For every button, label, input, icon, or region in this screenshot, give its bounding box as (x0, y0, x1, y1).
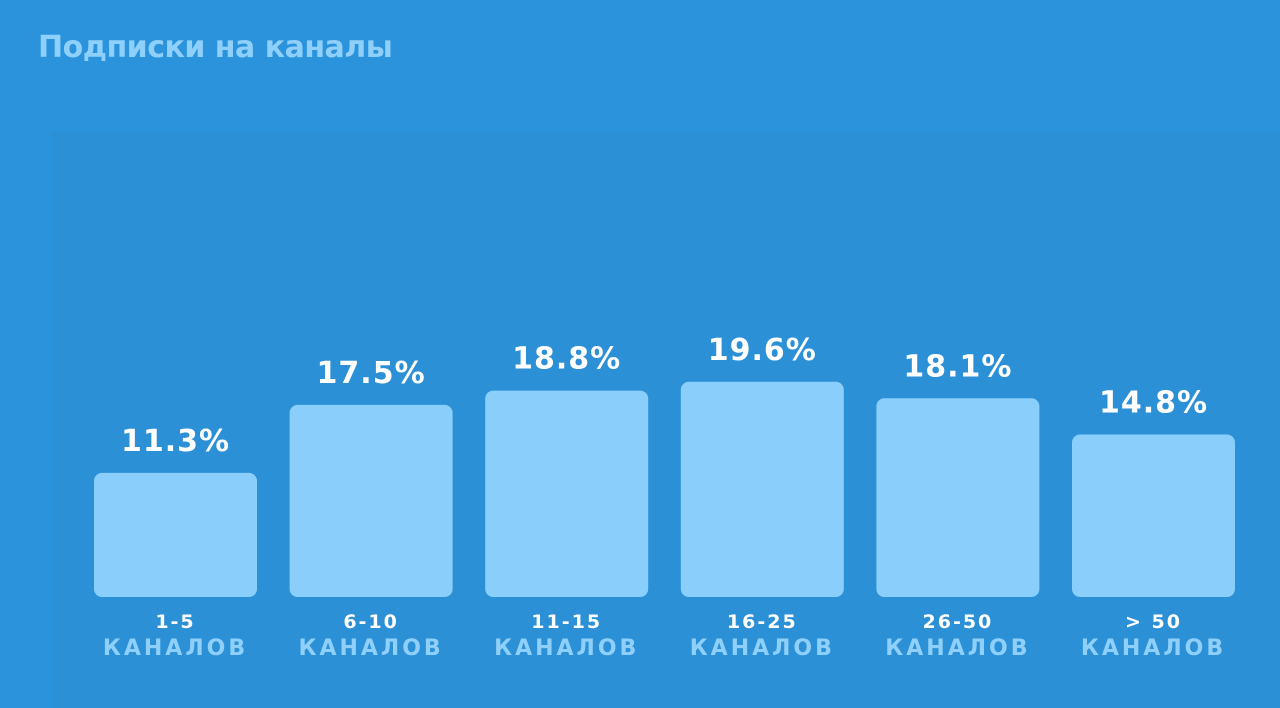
category-unit-label: КАНАЛОВ (690, 636, 835, 661)
value-labels-group: 11.3% 17.5% 18.8% 19.6% 18.1% 14.8% (121, 333, 1208, 459)
category-unit-label: КАНАЛОВ (1081, 636, 1226, 661)
bar-5 (876, 398, 1040, 597)
value-label: 14.8% (1099, 385, 1208, 420)
category-label: 26-50 (923, 611, 994, 633)
value-label: 18.1% (903, 349, 1012, 384)
category-label: 16-25 (727, 611, 798, 633)
category-unit-label: КАНАЛОВ (885, 636, 1030, 661)
bars-group (94, 381, 1235, 597)
value-label: 17.5% (317, 356, 426, 391)
value-label: 11.3% (121, 424, 230, 459)
chart-title: Подписки на каналы (38, 30, 393, 65)
chart-panel (52, 132, 1280, 708)
category-label: 1-5 (155, 611, 195, 633)
bar-3 (485, 390, 649, 597)
value-label: 18.8% (512, 342, 621, 377)
category-label: 11-15 (531, 611, 602, 633)
category-unit-label: КАНАЛОВ (298, 636, 443, 661)
value-label: 19.6% (708, 333, 817, 368)
bar-1 (94, 472, 257, 597)
category-unit-label: КАНАЛОВ (103, 636, 248, 661)
bar-6 (1072, 434, 1235, 597)
category-label: 6-10 (343, 611, 399, 633)
category-unit-label: КАНАЛОВ (494, 636, 639, 661)
bar-4 (680, 381, 844, 597)
bar-2 (289, 404, 453, 597)
category-label: > 50 (1125, 611, 1182, 633)
category-labels-group: 1-5 КАНАЛОВ 6-10 КАНАЛОВ 11-15 КАНАЛОВ 16-25 КА… (103, 611, 1226, 661)
